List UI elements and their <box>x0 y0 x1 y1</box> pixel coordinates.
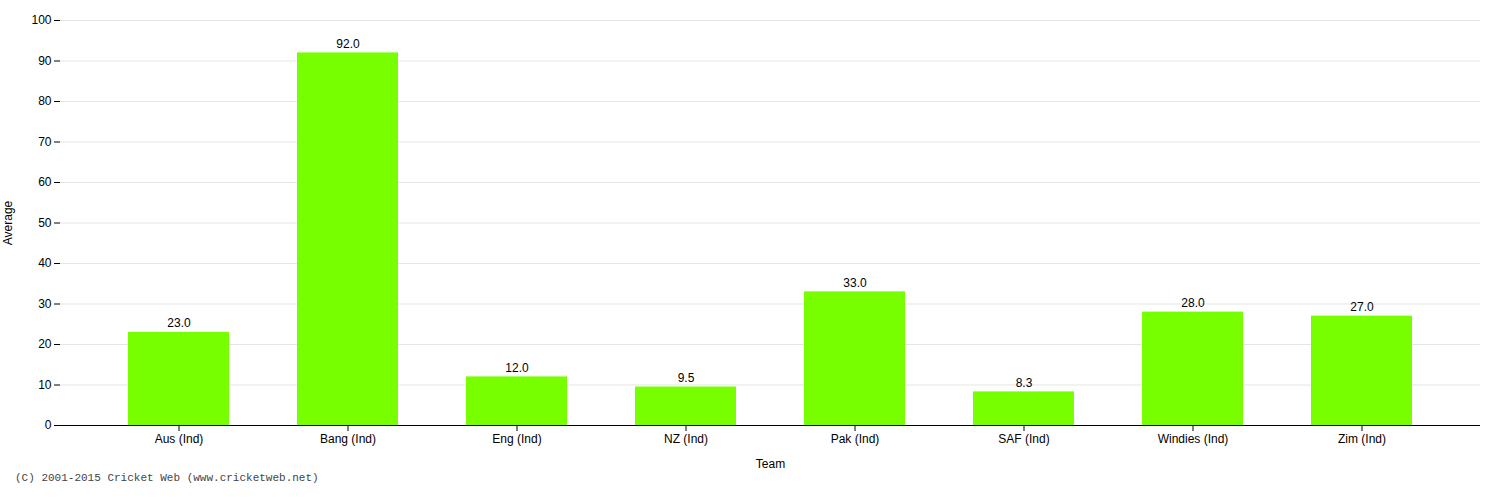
svg-text:Bang (Ind): Bang (Ind) <box>320 432 376 446</box>
svg-text:Windies (Ind): Windies (Ind) <box>1158 432 1229 446</box>
svg-text:20: 20 <box>38 337 52 351</box>
svg-text:9.5: 9.5 <box>678 371 695 385</box>
svg-text:Zim (Ind): Zim (Ind) <box>1338 432 1386 446</box>
svg-text:SAF (Ind): SAF (Ind) <box>998 432 1049 446</box>
svg-text:NZ (Ind): NZ (Ind) <box>664 432 708 446</box>
svg-text:8.3: 8.3 <box>1016 376 1033 390</box>
svg-text:23.0: 23.0 <box>167 316 191 330</box>
svg-text:80: 80 <box>38 94 52 108</box>
svg-text:10: 10 <box>38 378 52 392</box>
svg-text:Pak (Ind): Pak (Ind) <box>831 432 880 446</box>
svg-text:12.0: 12.0 <box>505 361 529 375</box>
svg-text:Average: Average <box>1 200 15 245</box>
svg-text:33.0: 33.0 <box>843 276 867 290</box>
svg-text:92.0: 92.0 <box>336 37 360 51</box>
svg-text:28.0: 28.0 <box>1181 296 1205 310</box>
svg-text:40: 40 <box>38 256 52 270</box>
svg-text:70: 70 <box>38 135 52 149</box>
svg-text:50: 50 <box>38 216 52 230</box>
svg-text:90: 90 <box>38 54 52 68</box>
svg-text:100: 100 <box>31 13 51 27</box>
svg-text:30: 30 <box>38 297 52 311</box>
svg-text:60: 60 <box>38 175 52 189</box>
svg-text:Eng (Ind): Eng (Ind) <box>492 432 541 446</box>
svg-text:Aus (Ind): Aus (Ind) <box>155 432 204 446</box>
svg-text:0: 0 <box>45 418 52 432</box>
svg-text:27.0: 27.0 <box>1350 300 1374 314</box>
html-text:(C) 2001-2015 Cricket Web (www: (C) 2001-2015 Cricket Web (www.cricketwe… <box>15 472 319 484</box>
svg-text:Team: Team <box>756 457 785 471</box>
